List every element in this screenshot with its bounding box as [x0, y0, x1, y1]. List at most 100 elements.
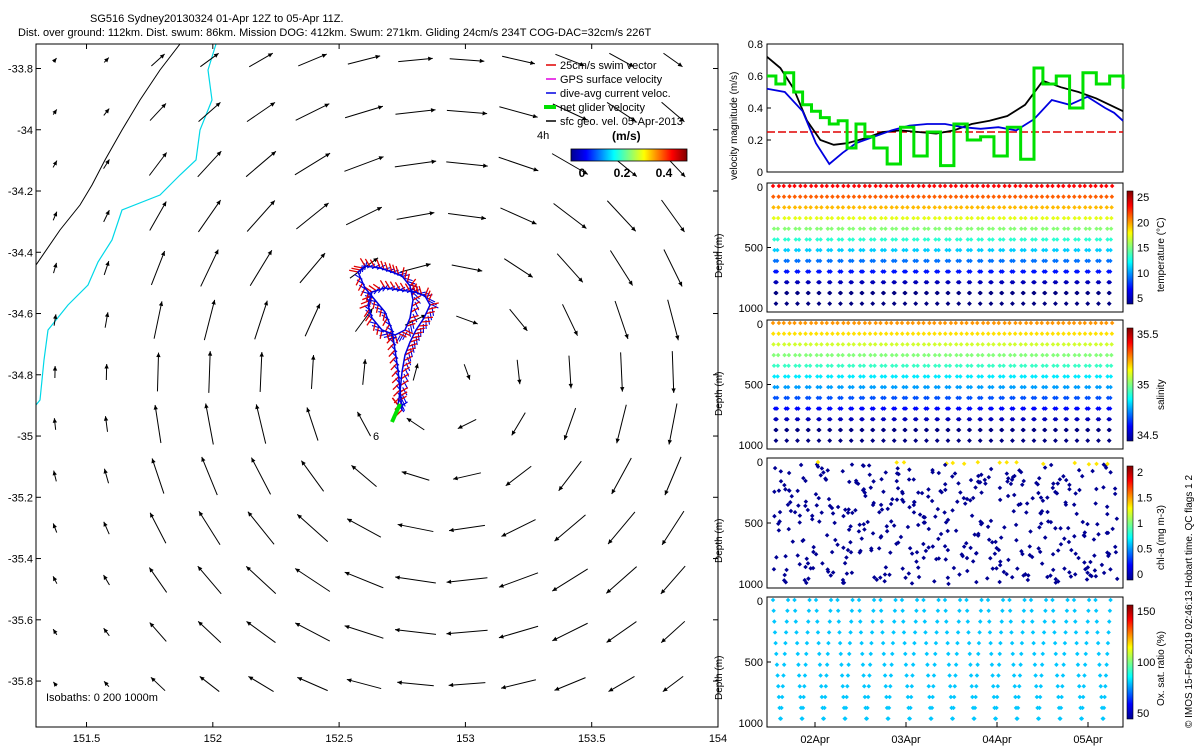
map-frame [35, 43, 719, 728]
profile-point [1066, 352, 1071, 358]
profile-point [1060, 320, 1066, 326]
profile-point [957, 395, 963, 401]
profile-point [893, 258, 898, 264]
profile-point [1105, 550, 1110, 555]
swim-vector [368, 285, 377, 292]
sfc-velocity-arrow [400, 263, 431, 273]
profile-point [901, 395, 907, 401]
temp-colorbar [1126, 190, 1134, 305]
profile-point [978, 427, 983, 433]
sfc-velocity-arrow [446, 629, 488, 636]
profile-point [880, 395, 885, 401]
profile-point [888, 320, 894, 326]
profile-point [869, 384, 874, 390]
profile-point [1033, 237, 1038, 242]
profile-point [936, 384, 941, 390]
profile-point [922, 352, 927, 358]
profile-point [836, 619, 842, 624]
profile-point [1004, 571, 1009, 577]
profile-point [856, 529, 862, 534]
profile-point [975, 331, 980, 336]
profile-point [1021, 478, 1026, 484]
profile-point [1005, 479, 1010, 484]
profile-point [998, 630, 1004, 635]
profile-point [804, 556, 810, 562]
profile-point [998, 395, 1003, 401]
profile-point [1000, 406, 1005, 411]
profile-point [1097, 247, 1103, 253]
profile-point [1030, 258, 1036, 264]
profile-point [1096, 651, 1102, 657]
dac-vector [411, 288, 421, 294]
profile-point [1084, 395, 1089, 401]
profile-point [1082, 183, 1088, 189]
profile-point [1007, 342, 1013, 347]
profile-point [1084, 258, 1089, 264]
swim-vector [400, 373, 410, 380]
profile-point [850, 597, 855, 603]
profile-point [1099, 562, 1105, 568]
profile-point [914, 395, 920, 401]
profile-point [878, 597, 883, 603]
profile-point [1020, 619, 1026, 624]
track-label-6: 6 [373, 431, 379, 443]
sfc-velocity-arrow [346, 518, 382, 538]
profile-point [844, 555, 849, 560]
profile-point [1055, 331, 1061, 336]
profile-point [935, 269, 941, 274]
profile-point [1050, 331, 1056, 336]
sfc-velocity-arrow [667, 299, 680, 341]
profile-point [892, 269, 898, 274]
swim-vector [389, 356, 397, 364]
swim-vector [390, 362, 398, 371]
profile-point [798, 320, 803, 326]
profile-point [1000, 258, 1006, 264]
profile-point [932, 331, 937, 336]
chl-profile-dots [771, 459, 1120, 587]
profile-point [857, 352, 863, 358]
profile-point [1050, 485, 1056, 491]
profile-point [989, 290, 994, 296]
profile-point [987, 384, 992, 390]
sfc-velocity-arrow [556, 253, 584, 283]
profile-point [978, 438, 983, 443]
profile-point [796, 384, 802, 390]
profile-point [827, 301, 833, 306]
sfc-velocity-arrow [198, 510, 221, 546]
profile-point [890, 395, 896, 401]
profile-point [1019, 651, 1024, 657]
profile-point [1040, 498, 1046, 504]
sfc-velocity-arrow [615, 404, 627, 444]
sfc-velocity-arrow [611, 457, 632, 495]
profile-point [924, 651, 930, 657]
profile-point [987, 630, 993, 635]
sfc-velocity-arrow [148, 152, 168, 176]
colorbar-tick-label: 1 [1137, 518, 1143, 530]
profile-point [894, 352, 899, 358]
profile-point [1053, 651, 1059, 657]
profile-point [926, 363, 931, 369]
profile-point [807, 395, 812, 401]
profile-point [1105, 384, 1111, 390]
profile-point [795, 427, 801, 433]
profile-point [818, 374, 823, 379]
profile-point [1040, 374, 1046, 379]
profile-point [1099, 183, 1104, 189]
profile-point [894, 320, 900, 326]
profile-point [846, 352, 852, 358]
profile-point [900, 363, 906, 369]
profile-point [958, 490, 963, 495]
profile-point [1093, 320, 1098, 326]
profile-point [816, 301, 822, 306]
sfc-velocity-arrow [451, 264, 483, 273]
profile-point [1107, 406, 1113, 411]
profile-point [836, 363, 841, 369]
profile-point [807, 258, 812, 264]
profile-point [930, 469, 935, 475]
profile-point [815, 258, 821, 264]
profile-point [774, 651, 779, 657]
profile-point [985, 331, 991, 336]
profile-point [1054, 395, 1059, 401]
sfc-velocity-arrow [153, 301, 164, 339]
sfc-velocity-arrow [607, 511, 636, 545]
